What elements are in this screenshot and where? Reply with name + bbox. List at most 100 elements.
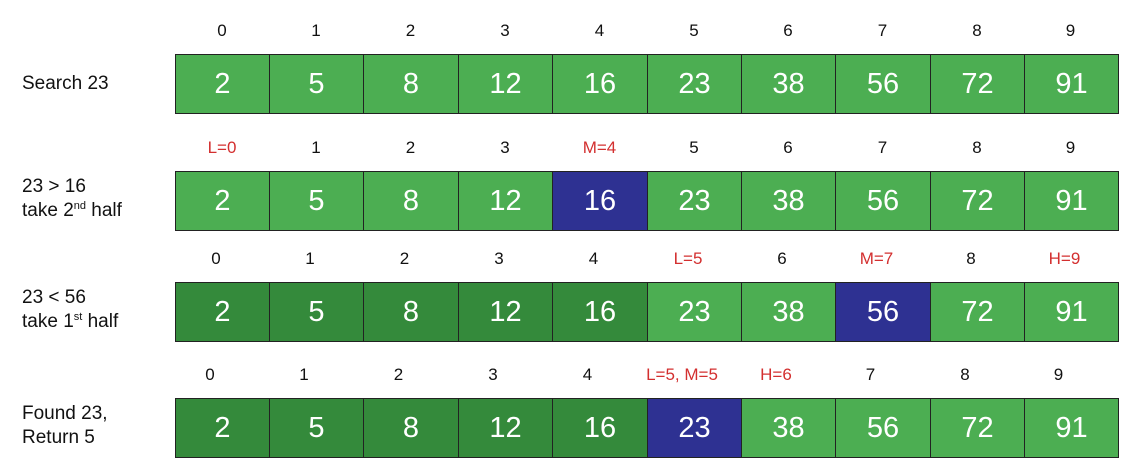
index-label: 9 [1053,365,1064,384]
array-cell: 56 [836,172,931,230]
step-label-text: 23 < 56 [22,287,86,308]
step-label-text: half [82,311,119,332]
step-label: 23 > 16 take 2nd half [22,175,172,223]
pointer-label: H=9 [1048,249,1081,268]
search-step-1: Search 23 0 1 2 3 4 5 6 7 8 9 2 5 8 12 16 23 38 56 72 91 [0,20,1143,130]
step-label-text: Return 5 [22,427,95,448]
array-cell: 56 [836,399,931,457]
step-label-text: 23 > 16 [22,176,86,197]
array-cell: 8 [364,283,459,341]
index-label: 2 [405,138,416,157]
step-label-text: take 1 [22,311,74,332]
index-label: 8 [960,365,970,384]
index-label: 1 [299,365,309,384]
array-cell: 5 [270,55,364,113]
index-label: 6 [783,138,793,157]
array-cell: 38 [742,55,836,113]
array-cell: 72 [931,399,1025,457]
array-cell: 23 [648,283,742,341]
array-cell: 8 [364,399,459,457]
pointer-label: H=6 [760,365,792,384]
index-label: 7 [877,138,888,157]
pointer-label: L=5, M=5 [646,365,718,384]
index-label: 4 [582,365,593,384]
index-label: 7 [865,365,876,384]
index-label: 8 [966,249,976,268]
index-label: 0 [217,21,227,40]
index-label: 1 [305,249,315,268]
index-label: 4 [594,21,605,40]
index-label: 1 [311,21,321,40]
array-cell: 12 [459,172,553,230]
pointer-label: M=4 [582,138,617,157]
array-cell: 16 [553,399,648,457]
step-label: Search 23 [22,72,172,96]
index-label: 9 [1065,138,1076,157]
array-row: 2 5 8 12 16 23 38 56 72 91 [175,54,1119,114]
array-cell: 2 [176,172,270,230]
pointer-label: L=0 [207,138,237,157]
array-cell: 2 [176,399,270,457]
array-cell-middle: 16 [553,172,648,230]
step-label-text: Search 23 [22,73,109,94]
index-label: 3 [500,21,510,40]
index-label: 6 [777,249,787,268]
pointer-label: M=7 [859,249,894,268]
index-label: 5 [689,21,699,40]
index-label: 2 [399,249,410,268]
array-cell: 5 [270,172,364,230]
array-cell: 12 [459,399,553,457]
search-step-4: Found 23, Return 5 0 1 2 3 4 L=5, M=5 H=6 7 8 9 2 5 8 1… [0,364,1143,474]
array-cell: 8 [364,172,459,230]
index-label: 8 [972,21,982,40]
step-label-superscript: st [73,311,83,323]
array-cell: 38 [742,283,836,341]
step-label-text: Found 23, [22,403,108,424]
array-cell: 91 [1025,399,1118,457]
array-row: 2 5 8 12 16 23 38 56 72 91 [175,282,1119,342]
index-label: 9 [1065,21,1076,40]
index-label: 5 [689,138,699,157]
index-label: 2 [405,21,416,40]
array-cell-middle: 23 [648,399,742,457]
array-cell-middle: 56 [836,283,931,341]
array-cell: 23 [648,55,742,113]
array-cell: 16 [553,283,648,341]
index-label: 2 [393,365,404,384]
step-label: 23 < 56 take 1st half [22,286,172,334]
index-label: 8 [972,138,982,157]
step-label-superscript: nd [73,200,87,212]
array-row: 2 5 8 12 16 23 38 56 72 91 [175,398,1119,458]
index-label: 1 [311,138,321,157]
array-cell: 23 [648,172,742,230]
array-cell: 12 [459,283,553,341]
array-cell: 91 [1025,55,1118,113]
array-cell: 16 [553,55,648,113]
index-label: 3 [494,249,504,268]
array-cell: 38 [742,399,836,457]
step-label-text: take 2 [22,200,74,221]
array-cell: 2 [176,55,270,113]
index-label: 0 [211,249,221,268]
step-label: Found 23, Return 5 [22,402,172,450]
index-label: 6 [783,21,793,40]
index-label: 4 [588,249,599,268]
array-cell: 91 [1025,283,1118,341]
index-label: 3 [488,365,498,384]
search-step-3: 23 < 56 take 1st half 0 1 2 3 4 L=5 6 M=7 8 H=9 2 5 8 1… [0,248,1143,358]
array-cell: 38 [742,172,836,230]
index-label: 7 [877,21,888,40]
array-cell: 56 [836,55,931,113]
array-cell: 72 [931,283,1025,341]
array-cell: 12 [459,55,553,113]
array-row: 2 5 8 12 16 23 38 56 72 91 [175,171,1119,231]
index-label: 0 [205,365,215,384]
array-cell: 72 [931,172,1025,230]
array-cell: 5 [270,399,364,457]
array-cell: 8 [364,55,459,113]
index-label: 3 [500,138,510,157]
array-cell: 72 [931,55,1025,113]
array-cell: 5 [270,283,364,341]
search-step-2: 23 > 16 take 2nd half L=0 1 2 3 M=4 5 6 7 8 9 2 5 8 12 1… [0,137,1143,247]
pointer-label: L=5 [673,249,703,268]
